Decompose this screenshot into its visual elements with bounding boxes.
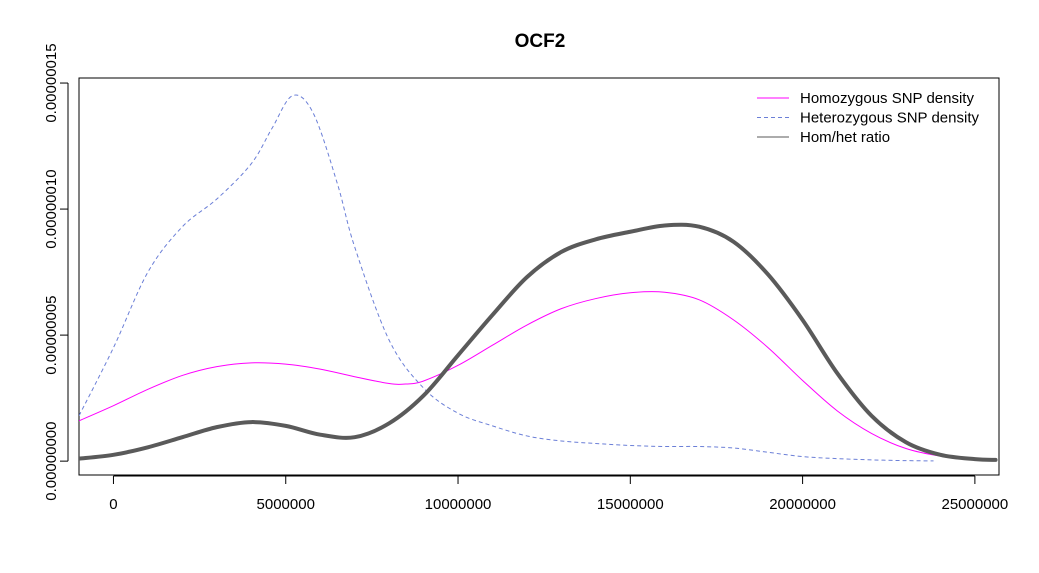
- x-axis: 0 5000000 10000000 15000000 20000000 25000000: [109, 475, 1009, 513]
- legend-label-heterozygous: Heterozygous SNP density: [800, 110, 979, 127]
- y-axis: 0.00000000 0.00000005 0.00000010 0.00000015: [43, 43, 69, 501]
- x-tick-label: 5000000: [257, 496, 315, 513]
- x-tick-label: 25000000: [942, 496, 1009, 513]
- legend: Homozygous SNP density Heterozygous SNP d…: [757, 90, 979, 146]
- x-tick-label: 20000000: [769, 496, 836, 513]
- y-tick-label: 0.00000015: [43, 43, 60, 122]
- heterozygous-snp-density-line: [79, 94, 934, 462]
- hom-het-ratio-line: [79, 222, 998, 462]
- homozygous-snp-density-line: [79, 291, 997, 461]
- plot-frame: [78, 77, 1000, 476]
- y-tick-label: 0.00000010: [43, 169, 60, 248]
- x-tick-label: 0: [109, 496, 117, 513]
- y-tick-label: 0.00000000: [43, 422, 60, 501]
- series-layer: [79, 94, 998, 462]
- legend-label-homozygous: Homozygous SNP density: [800, 90, 974, 107]
- y-tick-label: 0.00000005: [43, 295, 60, 374]
- legend-label-ratio: Hom/het ratio: [800, 129, 890, 146]
- chart-title: OCF2: [515, 31, 566, 52]
- x-tick-label: 10000000: [425, 496, 492, 513]
- x-tick-label: 15000000: [597, 496, 664, 513]
